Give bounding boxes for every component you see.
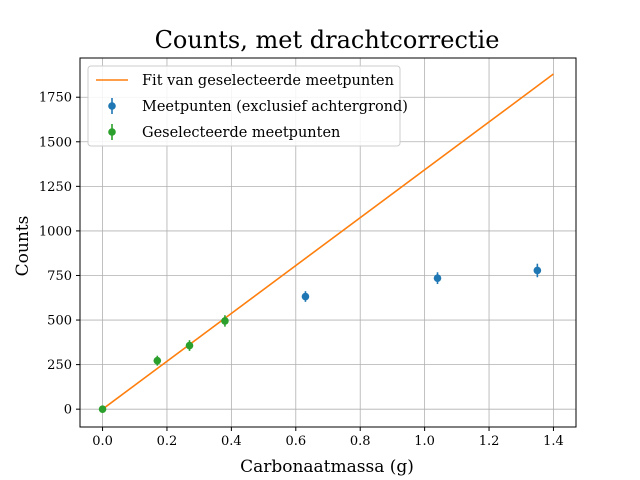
legend-label-0: Fit van geselecteerde meetpunten (142, 73, 394, 89)
y-axis-label: Counts (13, 216, 33, 277)
y-tick-label-5: 1250 (39, 180, 72, 195)
data-point-1-1 (433, 274, 442, 282)
y-tick-label-1: 250 (47, 358, 72, 373)
legend-label-2: Geselecteerde meetpunten (142, 125, 340, 141)
legend-swatch-1 (108, 102, 116, 110)
data-point-1-0 (301, 292, 310, 301)
legend-box (87, 65, 401, 147)
legend: Fit van geselecteerde meetpunten Meetpunt… (87, 65, 408, 147)
legend-label-1: Meetpunten (exclusief achtergrond) (142, 99, 408, 115)
data-point-2-0 (98, 405, 107, 413)
chart-title: Counts, met drachtcorrectie (155, 26, 500, 54)
x-tick-label-7: 1.4 (543, 434, 564, 449)
y-tick-label-2: 500 (47, 314, 72, 329)
x-tick-label-4: 0.8 (350, 434, 371, 449)
y-tick-label-4: 1000 (39, 224, 72, 239)
y-tick-label-6: 1500 (39, 135, 72, 150)
axes-frame (79, 57, 577, 428)
fit-line (102, 73, 554, 410)
data-point-2-1 (153, 356, 162, 365)
x-tick-label-5: 1.0 (414, 434, 435, 449)
x-tick-label-0: 0.0 (92, 434, 113, 449)
x-axis-label: Carbonaatmassa (g) (240, 457, 414, 477)
x-tick-label-3: 0.6 (285, 434, 306, 449)
y-tick-label-0: 0 (64, 403, 72, 418)
data-point-1-2 (533, 266, 542, 275)
legend-swatch-2 (108, 128, 116, 136)
x-tick-label-2: 0.4 (221, 434, 242, 449)
y-tick-label-7: 1750 (39, 91, 72, 106)
x-tick-label-1: 0.2 (157, 434, 178, 449)
data-point-2-3 (221, 317, 229, 325)
data-point-2-2 (185, 341, 194, 350)
y-tick-label-3: 750 (47, 269, 72, 284)
x-tick-label-6: 1.2 (479, 434, 500, 449)
